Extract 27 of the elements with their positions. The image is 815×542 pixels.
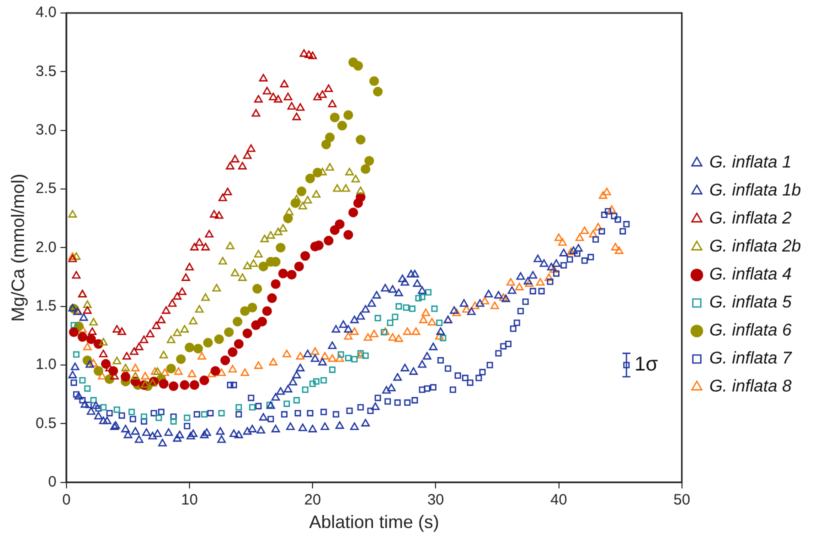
x-tick-label: 10 <box>181 492 198 509</box>
y-tick-label: 3.0 <box>36 121 56 138</box>
y-tick-label: 0.5 <box>36 414 56 432</box>
legend-label: G. inflata 1b <box>709 180 802 200</box>
legend-label: G. inflata 2 <box>709 208 792 228</box>
y-tick-label: 1.5 <box>36 298 56 315</box>
legend-label: G. inflata 1 <box>709 152 792 172</box>
x-tick-label: 0 <box>62 492 71 509</box>
y-tick-label: 2.0 <box>36 238 56 256</box>
y-tick-label: 0 <box>48 474 56 491</box>
x-axis-title: Ablation time (s) <box>309 512 440 532</box>
legend-label: G. inflata 4 <box>709 264 792 284</box>
x-tick-label: 30 <box>427 492 444 509</box>
legend-label: G. inflata 5 <box>709 292 792 312</box>
y-tick-label: 2.5 <box>36 180 56 198</box>
y-tick-label: 3.5 <box>36 62 56 80</box>
x-tick-label: 50 <box>673 492 690 509</box>
y-tick-label: 1.0 <box>36 356 56 374</box>
legend-label: G. inflata 7 <box>709 348 792 368</box>
x-tick-label: 20 <box>304 492 321 509</box>
legend-label: G. inflata 2b <box>709 236 802 256</box>
y-tick-label: 4.0 <box>36 4 56 22</box>
legend-label: G. inflata 6 <box>709 320 792 340</box>
x-tick-label: 40 <box>550 492 568 509</box>
legend-label: G. inflata 8 <box>709 376 792 396</box>
y-axis-title: Mg/Ca (mmol/mol) <box>8 174 28 322</box>
annotation: 1σ <box>634 354 659 376</box>
